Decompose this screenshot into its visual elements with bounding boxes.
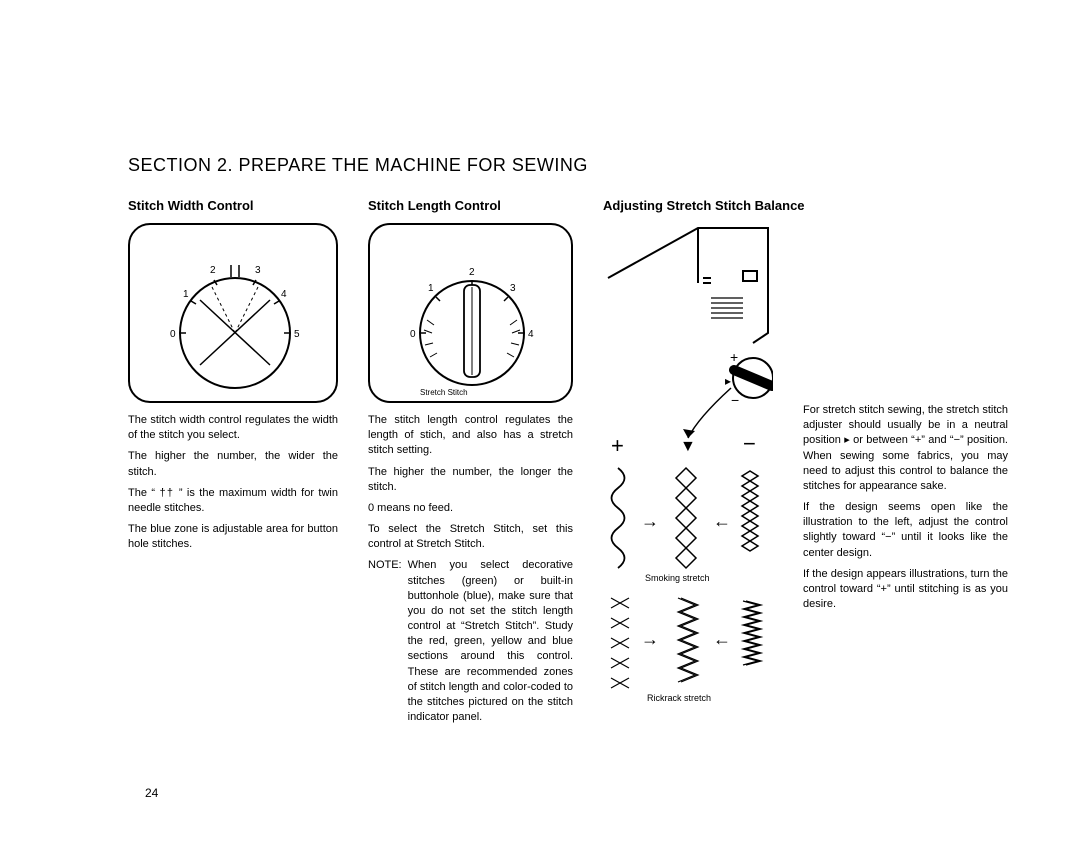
p: To select the Stretch Stitch, set this c… bbox=[368, 522, 573, 552]
dial-label-1: 1 bbox=[428, 283, 434, 294]
column-stitch-length: Stitch Length Control bbox=[368, 198, 573, 725]
plus-icon: + bbox=[611, 433, 624, 458]
manual-page: SECTION 2. PREPARE THE MACHINE FOR SEWIN… bbox=[0, 0, 1080, 848]
arrow-right-icon: → bbox=[641, 629, 659, 649]
figure-stitch-width-dial: 0 1 2 3 4 5 bbox=[130, 225, 336, 401]
p: 0 means no feed. bbox=[368, 501, 573, 516]
text-stitch-length: The stitch length control regulates the … bbox=[368, 413, 573, 725]
caption-rickrack: Rickrack stretch bbox=[647, 693, 711, 703]
p: If the design appears illustrations, tur… bbox=[803, 567, 1008, 613]
arrow-left-icon: ← bbox=[713, 629, 731, 649]
dial-label-1: 1 bbox=[183, 289, 189, 300]
p: The higher the number, the longer the st… bbox=[368, 465, 573, 495]
column-stitch-width: Stitch Width Control bbox=[128, 198, 338, 725]
p: If the design seems open like the illust… bbox=[803, 500, 1008, 561]
note-body: When you select decorative stitches (gre… bbox=[408, 558, 573, 725]
note: NOTE: When you select decorative stitche… bbox=[368, 558, 573, 725]
note-label: NOTE: bbox=[368, 558, 402, 725]
minus-icon: − bbox=[731, 392, 739, 408]
figure-stitch-length-frame: 0 1 2 3 4 Stretch Stitch bbox=[368, 223, 573, 403]
p: For stretch stitch sewing, the stretch s… bbox=[803, 403, 1008, 494]
minus-icon: − bbox=[743, 431, 756, 456]
caption-smoking: Smoking stretch bbox=[645, 573, 710, 583]
arrow-left-icon: ← bbox=[713, 511, 731, 531]
dial-label-4: 4 bbox=[528, 329, 534, 340]
svg-text:▸: ▸ bbox=[725, 374, 731, 388]
column-stretch-illustration: Adjusting Stretch Stitch Balance bbox=[603, 198, 773, 725]
section-title: SECTION 2. PREPARE THE MACHINE FOR SEWIN… bbox=[128, 155, 1020, 176]
heading-stretch-balance: Adjusting Stretch Stitch Balance bbox=[603, 198, 773, 213]
heading-stitch-length: Stitch Length Control bbox=[368, 198, 573, 213]
dial-label-3: 3 bbox=[510, 283, 516, 294]
dial-label-3: 3 bbox=[255, 265, 261, 276]
figure-stretch-balance: + ▸ − + ▼ − bbox=[603, 223, 773, 703]
column-stretch-text: For stretch stitch sewing, the stretch s… bbox=[803, 198, 1008, 725]
dial-label-0: 0 bbox=[170, 329, 176, 340]
p: The stitch width control regulates the w… bbox=[128, 413, 338, 443]
figure-stitch-length-dial: 0 1 2 3 4 Stretch Stitch bbox=[370, 225, 571, 401]
columns: Stitch Width Control bbox=[128, 198, 1020, 725]
arrow-right-icon: → bbox=[641, 511, 659, 531]
p: The stitch length control regulates the … bbox=[368, 413, 573, 459]
page-number: 24 bbox=[145, 786, 158, 800]
dial-label-5: 5 bbox=[294, 329, 300, 340]
stretch-stitch-label: Stretch Stitch bbox=[420, 388, 468, 397]
p: The blue zone is adjustable area for but… bbox=[128, 522, 338, 552]
p: The “ †† ” is the maximum width for twin… bbox=[128, 486, 338, 516]
text-stitch-width: The stitch width control regulates the w… bbox=[128, 413, 338, 552]
p: The higher the number, the wider the sti… bbox=[128, 449, 338, 479]
plus-icon: + bbox=[730, 349, 738, 365]
heading-stitch-width: Stitch Width Control bbox=[128, 198, 338, 213]
text-stretch-balance: For stretch stitch sewing, the stretch s… bbox=[803, 403, 1008, 612]
dial-label-0: 0 bbox=[410, 329, 416, 340]
dial-label-4: 4 bbox=[281, 289, 287, 300]
figure-stitch-width-frame: 0 1 2 3 4 5 bbox=[128, 223, 338, 403]
dial-label-2: 2 bbox=[210, 265, 216, 276]
triangle-down-icon: ▼ bbox=[680, 438, 696, 455]
dial-label-2: 2 bbox=[469, 267, 475, 278]
